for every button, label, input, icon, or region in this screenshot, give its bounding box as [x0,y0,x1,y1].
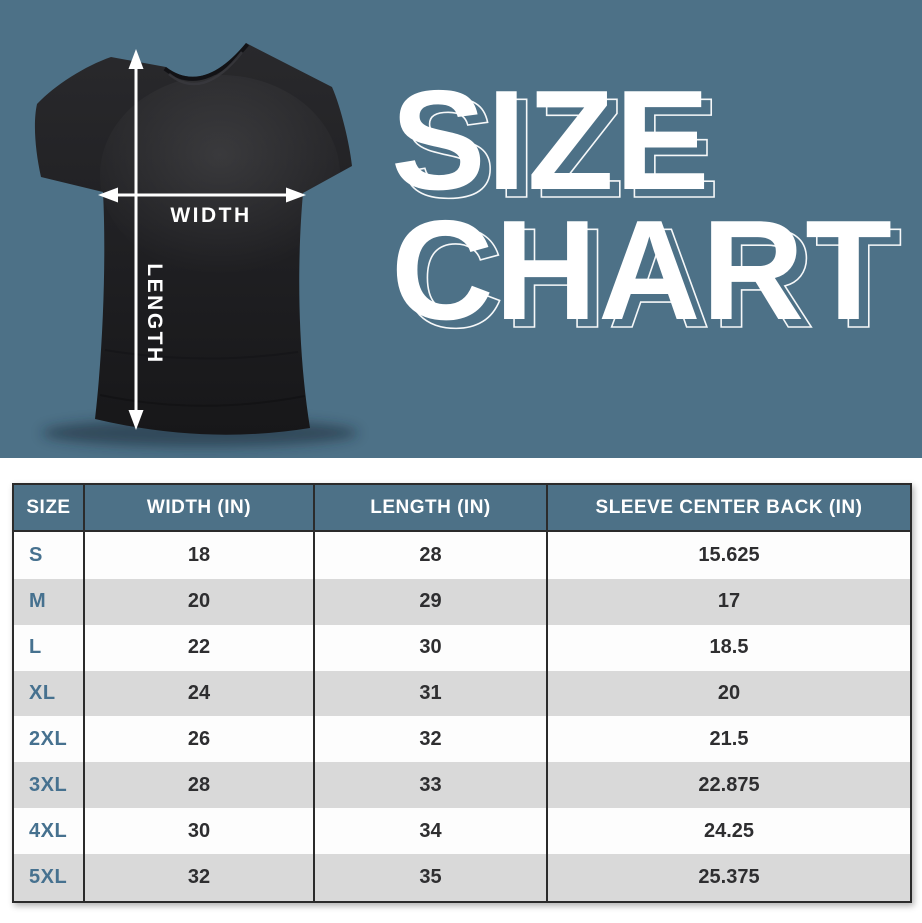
length-cell: 29 [313,578,547,625]
table-row: XL 24 31 20 [13,670,911,717]
length-arrow-label: LENGTH [143,263,166,364]
length-cell: 30 [313,624,547,671]
size-cell: 3XL [29,773,68,796]
banner: WIDTH LENGTH SIZE SIZE CHART CHART [0,0,922,458]
width-cell: 22 [83,624,314,671]
title-line-size: SIZE SIZE [391,70,720,221]
length-cell: 34 [313,808,547,855]
width-arrow-label: WIDTH [170,204,251,227]
table-row: 2XL 26 32 21.5 [13,716,911,763]
header-length: LENGTH (IN) [313,484,547,531]
length-cell: 35 [313,854,547,902]
title-line-chart: CHART CHART [391,200,903,351]
table-row: S 18 28 15.625 [13,531,911,579]
width-arrow [98,187,306,203]
size-cell: 4XL [29,819,68,842]
size-cell: 2XL [29,727,68,750]
size-cell: M [29,590,47,613]
width-cell: 32 [83,854,314,902]
width-cell: 28 [83,762,314,809]
title-size-text: SIZE [391,61,711,220]
tshirt-illustration: WIDTH LENGTH [34,43,358,447]
header-size: SIZE [13,484,84,531]
sleeve-cell: 18.5 [546,624,911,671]
sleeve-cell: 15.625 [546,531,911,579]
table-row: M 20 29 17 [13,578,911,625]
size-cell: S [29,543,43,566]
sleeve-cell: 22.875 [546,762,911,809]
length-arrow [128,49,144,430]
width-cell: 24 [83,670,314,717]
title-size-outline: SIZE [400,69,721,228]
size-cell: 5XL [29,866,68,889]
sleeve-cell: 20 [546,670,911,717]
length-cell: 33 [313,762,547,809]
size-table-body: S 18 28 15.625 M 20 29 17 L 22 30 18.5 X… [13,531,911,902]
sleeve-cell: 17 [546,578,911,625]
length-cell: 28 [313,531,547,579]
size-cell: L [29,636,42,659]
size-chart-table: SIZE WIDTH (IN) LENGTH (IN) SLEEVE CENTE… [12,483,912,903]
length-cell: 32 [313,716,547,763]
size-cell: XL [29,682,56,705]
title-chart-text: CHART [391,191,893,350]
header-sleeve: SLEEVE CENTER BACK (IN) [546,484,911,531]
length-cell: 31 [313,670,547,717]
width-cell: 18 [83,531,314,579]
width-cell: 30 [83,808,314,855]
sleeve-cell: 25.375 [546,854,911,902]
table-row: 3XL 28 33 22.875 [13,762,911,809]
width-cell: 20 [83,578,314,625]
title-chart-outline: CHART [400,199,903,358]
header-width: WIDTH (IN) [83,484,314,531]
sleeve-cell: 21.5 [546,716,911,763]
sleeve-cell: 24.25 [546,808,911,855]
table-row: 4XL 30 34 24.25 [13,808,911,855]
table-row: L 22 30 18.5 [13,624,911,671]
table-row: 5XL 32 35 25.375 [13,854,911,902]
table-header: SIZE WIDTH (IN) LENGTH (IN) SLEEVE CENTE… [13,484,911,531]
width-cell: 26 [83,716,314,763]
